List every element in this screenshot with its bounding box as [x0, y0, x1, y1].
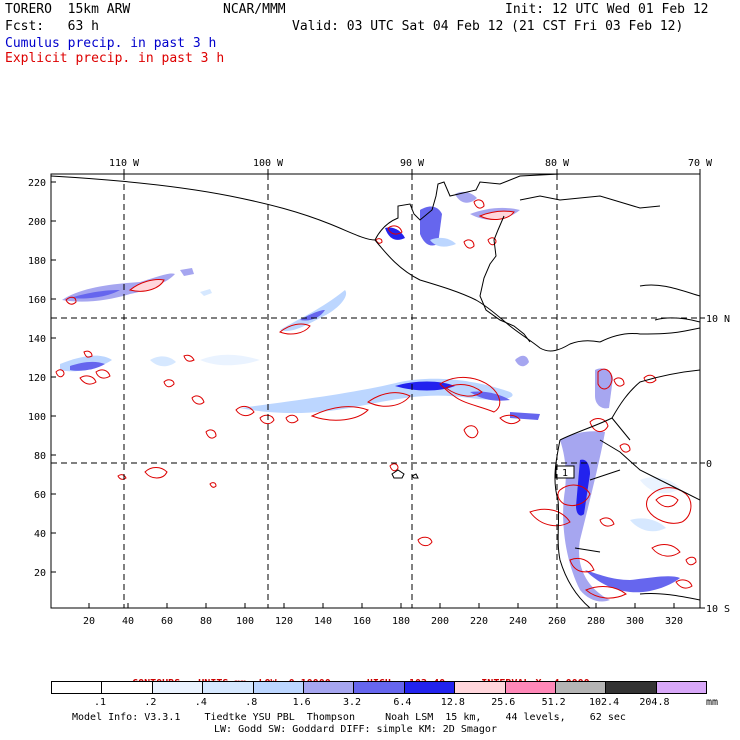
colorbar-label: 204.8 — [639, 697, 670, 708]
left-y-label: 60 — [34, 490, 46, 501]
top-lon-label: 80 W — [545, 158, 570, 169]
colorbar-cell — [52, 682, 103, 693]
colorbar-cell — [203, 682, 254, 693]
axis-ticks — [51, 169, 705, 609]
bottom-x-label: 220 — [470, 616, 488, 627]
physics-info: LW: Godd SW: Goddard DIFF: simple KM: 2D… — [214, 724, 497, 735]
colorbar-label: 6.4 — [393, 697, 412, 708]
explicit-precip-contours — [55, 199, 697, 599]
colorbar-unit: mm — [706, 697, 719, 708]
model-title: TORERO 15km ARW — [5, 2, 131, 17]
left-y-label: 200 — [28, 217, 46, 228]
left-y-label: 20 — [34, 568, 46, 579]
bottom-x-label: 140 — [314, 616, 332, 627]
colorbar-cell — [505, 682, 556, 693]
left-y-label: 80 — [34, 451, 46, 462]
colorbar-cell — [102, 682, 153, 693]
bottom-x-label: 200 — [431, 616, 449, 627]
graticule — [51, 174, 700, 608]
bottom-x-label: 120 — [275, 616, 293, 627]
bottom-x-label: 300 — [626, 616, 644, 627]
contour-label-box — [555, 465, 575, 479]
org-label: NCAR/MMM — [223, 2, 286, 17]
colorbar-cell — [253, 682, 304, 693]
left-y-label: 180 — [28, 256, 46, 267]
top-lon-label: 100 W — [253, 158, 284, 169]
bottom-x-label: 160 — [353, 616, 371, 627]
colorbar-cell — [606, 682, 657, 693]
colorbar-cell — [152, 682, 204, 693]
left-y-label: 220 — [28, 178, 46, 189]
colorbar-label: 25.6 — [491, 697, 516, 708]
colorbar-label: 1.6 — [292, 697, 311, 708]
colorbar-cell — [354, 682, 405, 693]
colorbar-label: .2 — [144, 697, 157, 708]
init-time: Init: 12 UTC Wed 01 Feb 12 — [505, 2, 709, 17]
colorbar-cell — [303, 682, 355, 693]
right-lat-label: 10 N — [706, 314, 730, 325]
colorbar-cell — [555, 682, 607, 693]
top-lon-label: 70 W — [688, 158, 713, 169]
bottom-x-label: 260 — [548, 616, 566, 627]
bottom-x-label: 60 — [161, 616, 173, 627]
map-frame — [50, 173, 701, 609]
bottom-x-label: 20 — [83, 616, 95, 627]
left-y-label: 100 — [28, 412, 46, 423]
model-info: Model Info: V3.3.1 Tiedtke YSU PBL Thomp… — [72, 712, 626, 723]
cumulus-legend: Cumulus precip. in past 3 h — [5, 36, 217, 51]
colorbar — [51, 681, 708, 694]
top-lon-label: 90 W — [400, 158, 425, 169]
coastlines — [51, 174, 700, 608]
cumulus-precip-shading — [60, 191, 680, 602]
colorbar-label: 102.4 — [589, 697, 620, 708]
top-lon-label: 110 W — [109, 158, 140, 169]
bottom-x-label: 320 — [665, 616, 683, 627]
colorbar-cell — [455, 682, 506, 693]
colorbar-label: 51.2 — [541, 697, 566, 708]
colorbar-label: .4 — [194, 697, 207, 708]
right-lat-label: 0 — [706, 459, 712, 470]
left-y-label: 120 — [28, 373, 46, 384]
left-y-label: 160 — [28, 295, 46, 306]
forecast-hour: Fcst: 63 h — [5, 19, 99, 34]
colorbar-label: 3.2 — [343, 697, 362, 708]
left-y-label: 40 — [34, 529, 46, 540]
colorbar-cell — [404, 682, 456, 693]
contour-label-text: 1 — [562, 468, 568, 479]
bottom-x-label: 40 — [122, 616, 134, 627]
colorbar-cell — [656, 682, 707, 693]
colorbar-label: .1 — [94, 697, 107, 708]
valid-time: Valid: 03 UTC Sat 04 Feb 12 (21 CST Fri … — [292, 19, 684, 34]
bottom-x-label: 100 — [236, 616, 254, 627]
colorbar-label: .8 — [245, 697, 258, 708]
colorbar-label: 12.8 — [440, 697, 465, 708]
bottom-x-label: 180 — [392, 616, 410, 627]
bottom-x-label: 240 — [509, 616, 527, 627]
right-lat-label: 10 S — [706, 604, 730, 615]
explicit-legend: Explicit precip. in past 3 h — [5, 51, 225, 66]
left-y-label: 140 — [28, 334, 46, 345]
bottom-x-label: 80 — [200, 616, 212, 627]
bottom-x-label: 280 — [587, 616, 605, 627]
